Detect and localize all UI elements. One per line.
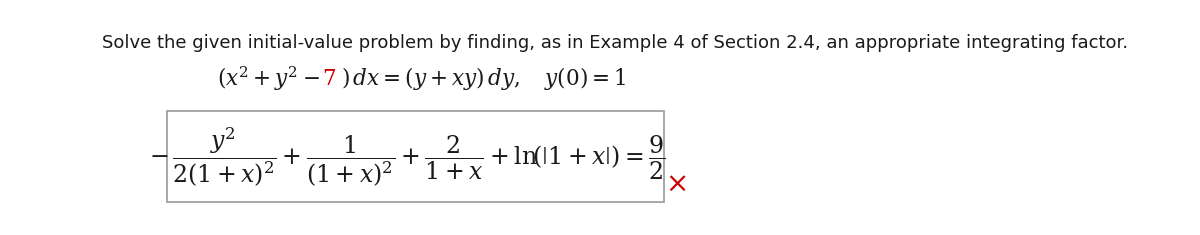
Text: $\times$: $\times$ (665, 170, 686, 198)
Text: Solve the given initial-value problem by finding, as in Example 4 of Section 2.4: Solve the given initial-value problem by… (102, 34, 1128, 52)
Text: $7$: $7$ (322, 69, 336, 89)
Text: $-\,\dfrac{y^2}{2(1+x)^2} + \dfrac{1}{(1+x)^2} + \dfrac{2}{1+x} + \mathrm{ln}\!\: $-\,\dfrac{y^2}{2(1+x)^2} + \dfrac{1}{(1… (149, 126, 666, 189)
Text: $)\, dx = (y + xy)\, dy, \quad y(0) = 1$: $)\, dx = (y + xy)\, dy, \quad y(0) = 1$ (341, 65, 626, 92)
FancyBboxPatch shape (167, 111, 665, 202)
Text: $(x^2 + y^2 -$: $(x^2 + y^2 -$ (217, 65, 320, 93)
